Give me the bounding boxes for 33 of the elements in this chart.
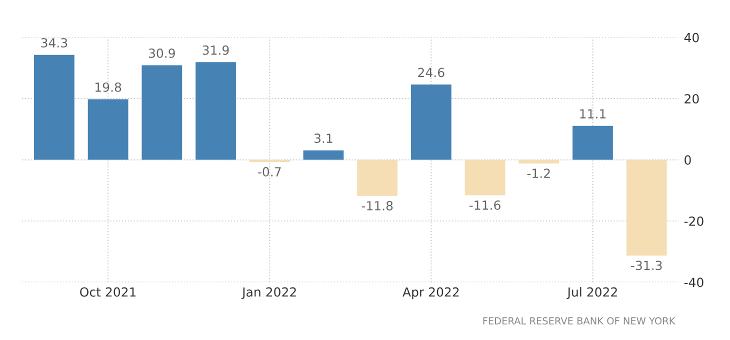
data-label: 34.3 xyxy=(41,38,68,48)
data-label: -11.8 xyxy=(362,201,393,210)
bar xyxy=(357,160,398,196)
bar xyxy=(34,54,74,160)
data-label: 31.9 xyxy=(202,45,229,55)
data-label: 24.6 xyxy=(418,68,444,78)
data-label: 11.1 xyxy=(580,109,606,118)
y-tick-label: 40 xyxy=(684,32,699,42)
data-label: -11.6 xyxy=(469,200,500,210)
x-tick-label: Oct 2021 xyxy=(80,287,136,297)
data-label: -0.7 xyxy=(258,167,281,177)
bar xyxy=(464,160,506,196)
bar xyxy=(572,126,613,160)
y-tick-label: 0 xyxy=(684,155,691,165)
data-label: -1.2 xyxy=(527,168,550,178)
text: FEDERAL RESERVE BANK OF NEW YORK xyxy=(483,317,676,325)
y-tick-label: -20 xyxy=(684,216,704,226)
data-label: -31.3 xyxy=(631,260,662,270)
y-tick-label: 20 xyxy=(684,94,699,104)
x-tick-label: Jul 2022 xyxy=(566,287,617,300)
bar xyxy=(518,160,560,164)
bar xyxy=(303,150,344,160)
bar xyxy=(142,65,182,160)
bar xyxy=(88,99,128,160)
data-label: 30.9 xyxy=(148,48,175,58)
x-tick-label: Apr 2022 xyxy=(402,287,459,300)
bar xyxy=(196,62,236,160)
data-label: 19.8 xyxy=(96,82,122,92)
y-tick-label: -40 xyxy=(684,278,704,288)
x-tick-label: Jan 2022 xyxy=(241,287,296,300)
bar xyxy=(410,84,452,160)
bar xyxy=(626,160,667,256)
data-label: 3.1 xyxy=(314,134,332,143)
